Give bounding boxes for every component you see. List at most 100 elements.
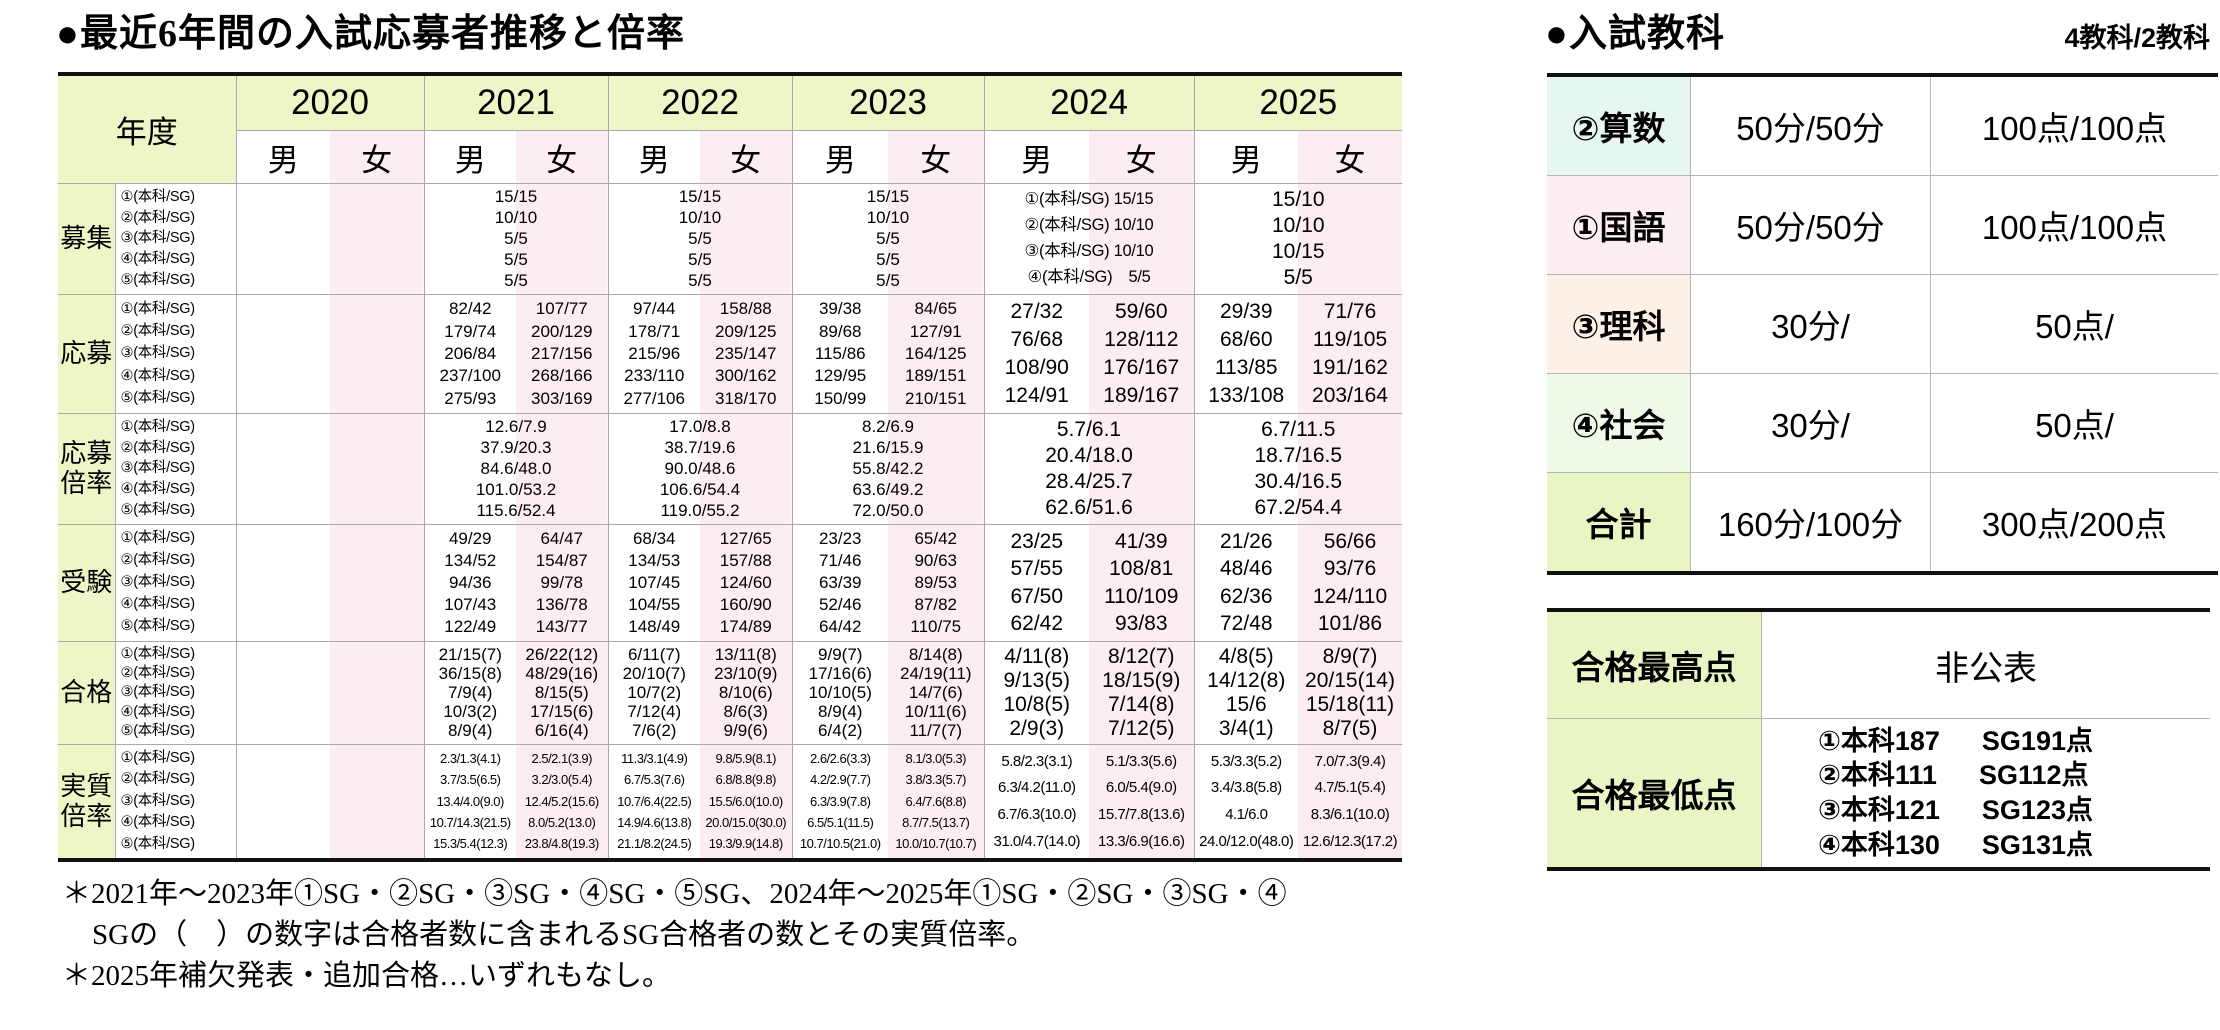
data-value: 2.6/2.6(3.3)	[810, 750, 871, 766]
data-value: 10/10	[678, 208, 722, 228]
cell-lines: 4/11(8) 9/13(5) 10/8(5) 2/9(3)	[985, 642, 1090, 744]
subjects-note: 4教科/2教科	[2064, 23, 2210, 53]
row-sublabels: ①(本科/SG) ②(本科/SG) ③(本科/SG) ④(本科/SG) ⑤(本科/SG)	[114, 641, 236, 745]
subject-time: 30分/	[1690, 274, 1931, 374]
row-sublabel: ②(本科/SG)	[120, 771, 196, 788]
data-value: 128/112	[1104, 327, 1179, 351]
cell-lines: ①(本科/SG) ②(本科/SG) ③(本科/SG) ④(本科/SG) ⑤(本科/SG)	[116, 295, 236, 413]
data-value: 11/7(7)	[909, 721, 963, 741]
cell-lines	[237, 414, 424, 524]
data-value: 67.2/54.4	[1254, 495, 1343, 519]
data-cell-applicants-2024-male: 27/32 76/68 108/90 124/91	[983, 294, 1089, 414]
row-sublabel: ①(本科/SG)	[120, 645, 196, 662]
subject-points: 50点/	[1930, 373, 2218, 473]
data-value: 3.8/3.3(5.7)	[905, 772, 967, 788]
data-value: 148/49	[628, 617, 681, 637]
row-sublabel: ②(本科/SG)	[120, 439, 196, 456]
min-score-line: ①本科187 SG191点	[1818, 724, 2209, 759]
cell-lines: 5.8/2.3(3.1) 6.3/4.2(11.0) 6.7/6.3(10.0) 31…	[985, 745, 1090, 858]
data-value: 38.7/19.6	[664, 438, 736, 458]
data-value: 108/81	[1109, 557, 1174, 581]
female-header-2025: 女	[1298, 130, 1402, 184]
data-value: 17/15(6)	[530, 702, 594, 722]
data-value: 6.0/5.4(9.0)	[1105, 779, 1177, 797]
subject-total-label: 合計	[1547, 472, 1691, 573]
cell-lines: 8/9(7) 20/15(14) 15/18(11) 8/7(5)	[1298, 642, 1402, 744]
data-cell-examinees-2023-male: 23/23 71/46 63/39 52/46 64/42	[791, 524, 888, 642]
data-value: 178/71	[628, 321, 681, 341]
cell-lines: 2.6/2.6(3.3) 4.2/2.9(7.7) 6.3/3.9(7.8) 6.5/…	[793, 745, 889, 858]
data-cell-accepted-2025-female: 8/9(7) 20/15(14) 15/18(11) 8/7(5)	[1298, 641, 1402, 745]
data-value: 7/6(2)	[632, 721, 677, 741]
cell-lines: ①(本科/SG) ②(本科/SG) ③(本科/SG) ④(本科/SG) ⑤(本科/SG)	[116, 525, 236, 641]
data-value: 9.8/5.9(8.1)	[715, 750, 777, 766]
data-value: 136/78	[535, 595, 588, 615]
data-value: 9/9(7)	[818, 644, 863, 664]
row-sublabel: ③(本科/SG)	[120, 230, 196, 247]
data-value: 5/5	[1283, 265, 1313, 289]
data-value: 268/166	[531, 366, 593, 386]
data-cell-applicants-2025-female: 71/76 119/105 191/162 203/164	[1298, 294, 1402, 414]
data-value: 87/82	[914, 595, 958, 615]
data-value: 55.8/42.2	[852, 459, 924, 479]
data-value: 2.5/2.1(3.9)	[531, 750, 593, 766]
male-header-2025: 男	[1193, 130, 1298, 184]
subjects-table: ②算数 50分/50分 100点/100点 ①国語 50分/50分 100点/1…	[1547, 73, 2218, 575]
row-sublabels: ①(本科/SG) ②(本科/SG) ③(本科/SG) ④(本科/SG) ⑤(本科/SG)	[114, 294, 236, 414]
cell-lines: 21/15(7) 36/15(8) 7/9(4) 10/3(2) 8/9(4)	[425, 642, 517, 744]
subject-row: ④社会 30分/ 50点/	[1547, 373, 2218, 473]
data-value: 10/3(2)	[443, 702, 498, 722]
data-value: 6.3/3.9(7.8)	[810, 793, 871, 809]
subject-time: 50分/50分	[1690, 175, 1931, 275]
page-title: ●最近6年間の入試応募者推移と倍率	[56, 13, 685, 55]
data-value: 15/10	[1271, 187, 1325, 211]
data-value: 11.3/3.1(4.9)	[621, 750, 688, 766]
data-value: 124/110	[1312, 584, 1388, 608]
data-value: 48/29(16)	[525, 663, 599, 683]
data-value: 134/53	[628, 551, 681, 571]
subject-row: 合計 160分/100分 300点/200点	[1547, 472, 2218, 573]
data-cell-recruitment-2024: ①(本科/SG) 15/15 ②(本科/SG) 10/10 ③(本科/SG) 10/…	[983, 183, 1194, 295]
cell-lines: 2.3/1.3(4.1) 3.7/3.5(6.5) 13.4/4.0(9.0) 10.…	[425, 745, 517, 858]
data-value: 8/7(5)	[1322, 716, 1378, 740]
male-header-2024: 男	[983, 130, 1089, 184]
male-header-2023: 男	[791, 130, 888, 184]
scores-table: 合格最高点 非公表 合格最低点 ①本科187 SG191点 ②本科111 SG1…	[1547, 608, 2210, 871]
cell-lines: 23/25 57/55 67/50 62/42	[985, 525, 1090, 641]
cell-lines	[237, 184, 424, 294]
row-sublabel: ⑤(本科/SG)	[120, 722, 196, 739]
subject-points: 100点/100点	[1930, 175, 2218, 275]
data-cell-application-ratio-2024: 5.7/6.1 20.4/18.0 28.4/25.7 62.6/51.6	[983, 413, 1194, 525]
data-value: 21/15(7)	[438, 644, 502, 664]
data-value: ③(本科/SG) 10/10	[1024, 242, 1154, 261]
min-score-course: ①本科187	[1818, 725, 1940, 756]
data-value: 5/5	[504, 229, 528, 249]
data-value: 10/10(5)	[808, 683, 872, 703]
data-cell-actual-ratio-2020-male	[235, 744, 330, 860]
cell-lines: 64/47 154/87 99/78 136/78 143/77	[516, 525, 608, 641]
data-value: 124/91	[1004, 383, 1069, 407]
data-value: 217/156	[531, 344, 593, 364]
data-value: 107/43	[444, 595, 497, 615]
data-value: 21.1/8.2(24.5)	[617, 836, 692, 852]
data-cell-accepted-2022-female: 13/11(8) 23/10(9) 8/10(6) 8/6(3) 9/9(6)	[700, 641, 792, 745]
data-cell-examinees-2020-male	[235, 524, 330, 642]
data-value: 10/11(6)	[904, 702, 967, 722]
row-sublabel: ⑤(本科/SG)	[120, 501, 196, 518]
data-cell-examinees-2021-female: 64/47 154/87 99/78 136/78 143/77	[516, 524, 608, 642]
subject-points: 50点/	[1930, 274, 2218, 374]
data-value: 57/55	[1010, 557, 1064, 581]
data-value: 275/93	[444, 388, 497, 408]
row-sublabel: ⑤(本科/SG)	[120, 390, 196, 407]
data-cell-application-ratio-2021: 12.6/7.9 37.9/20.3 84.6/48.0 101.0/53.2 115.…	[423, 413, 608, 525]
data-value: 6.5/5.1(11.5)	[807, 815, 874, 831]
data-value: 72/48	[1219, 612, 1273, 636]
min-score-row: 合格最低点 ①本科187 SG191点 ②本科111 SG112点 ③本科121…	[1547, 718, 2210, 869]
data-cell-recruitment-2021: 15/15 10/10 5/5 5/5 5/5	[423, 183, 608, 295]
data-cell-applicants-2022-male: 97/44 178/71 215/96 233/110 277/106	[607, 294, 700, 414]
data-value: 189/167	[1103, 383, 1180, 407]
row-sublabel: ③(本科/SG)	[120, 684, 196, 701]
data-value: 90.0/48.6	[664, 459, 736, 479]
data-value: 68/60	[1219, 327, 1273, 351]
subject-time: 50分/50分	[1690, 75, 1931, 176]
